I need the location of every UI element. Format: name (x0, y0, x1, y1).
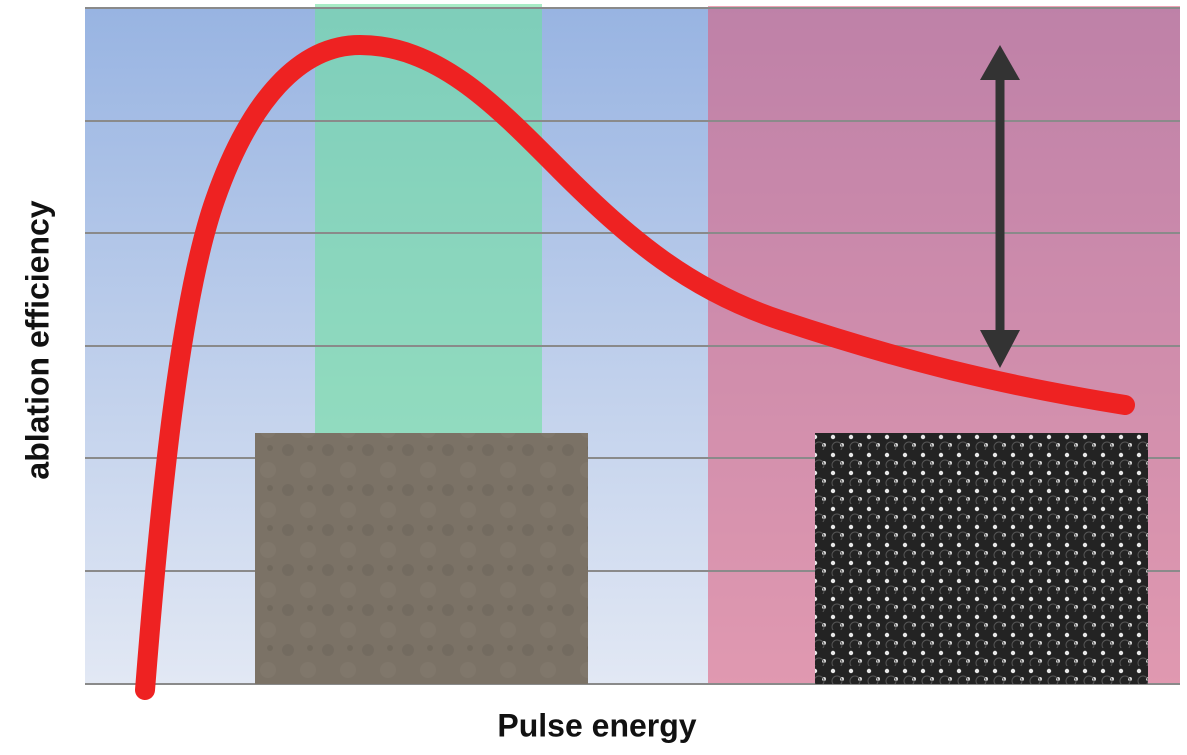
surface-image-smooth (255, 433, 588, 684)
y-axis-label: ablation efficiency (19, 200, 55, 479)
diagram: ablation efficiency Pulse energy (0, 0, 1187, 755)
surface-image-rough (815, 433, 1148, 684)
x-axis-label: Pulse energy (497, 707, 696, 743)
plot-area (85, 4, 1180, 690)
